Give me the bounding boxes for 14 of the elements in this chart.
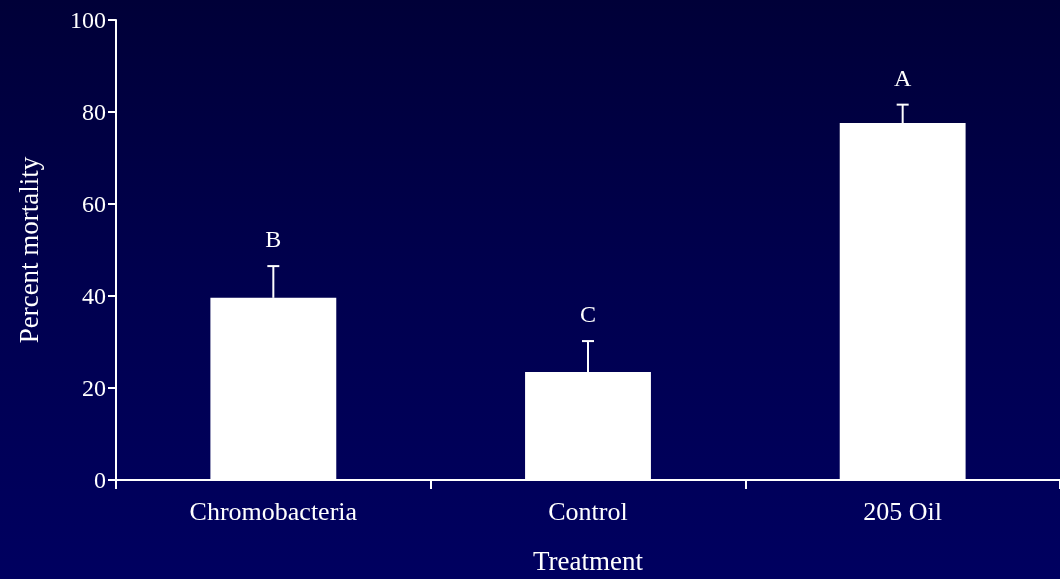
x-tick-label: Chromobacteria <box>189 496 358 526</box>
annotation: B <box>265 226 282 253</box>
y-tick-label: 40 <box>82 283 106 309</box>
x-tick-label: Control <box>548 496 628 526</box>
y-tick-label: 100 <box>70 7 106 33</box>
x-axis-title: Treatment <box>533 545 644 576</box>
y-tick-label: 60 <box>82 191 106 217</box>
y-tick-label: 0 <box>94 467 106 493</box>
x-tick-label: 205 Oil <box>863 496 943 526</box>
y-tick-label: 20 <box>82 375 106 401</box>
annotation: C <box>579 301 597 328</box>
annotation: A <box>893 64 912 91</box>
y-axis-title: Percent mortality <box>13 156 44 344</box>
y-tick-label: 80 <box>82 99 106 125</box>
